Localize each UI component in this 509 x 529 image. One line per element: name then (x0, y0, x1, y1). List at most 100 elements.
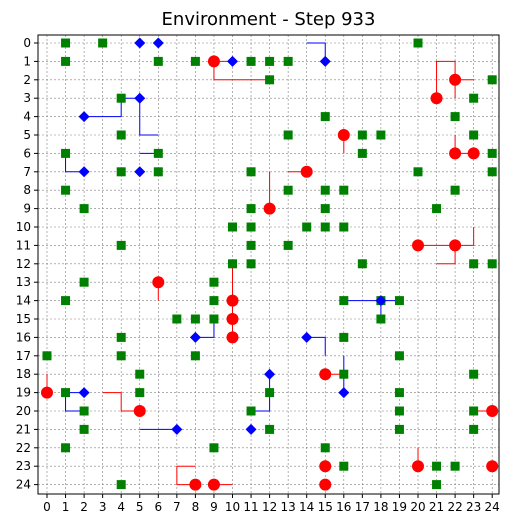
x-tick-label: 13 (281, 500, 296, 514)
y-tick-label: 13 (16, 275, 31, 289)
y-tick-label: 10 (16, 220, 31, 234)
agent-path (65, 153, 85, 173)
y-tick-label: 14 (16, 294, 31, 308)
x-tick-label: 22 (447, 500, 462, 514)
obstacle-square-marker (339, 222, 349, 232)
obstacle-square-marker (320, 204, 330, 214)
x-tick-label: 11 (243, 500, 258, 514)
obstacle-square-marker (116, 167, 126, 177)
y-tick-label: 7 (23, 165, 31, 179)
x-tick-label: 0 (43, 500, 51, 514)
agent-circle-marker (467, 147, 480, 160)
obstacle-square-marker (469, 406, 479, 416)
obstacle-square-marker (487, 167, 497, 177)
x-tick-label: 24 (485, 500, 500, 514)
markers (41, 37, 499, 491)
agent-path (65, 392, 85, 412)
y-tick-label: 22 (16, 441, 31, 455)
obstacle-square-marker (432, 480, 442, 490)
target-diamond-marker (152, 37, 164, 49)
y-tick-label: 3 (23, 91, 31, 105)
agent-circle-marker (412, 460, 424, 473)
y-tick-label: 24 (16, 478, 31, 492)
agent-circle-marker (300, 165, 313, 178)
obstacle-square-marker (469, 130, 479, 140)
obstacle-square-marker (116, 240, 126, 250)
target-diamond-marker (227, 55, 238, 67)
obstacle-square-marker (61, 388, 71, 398)
x-tick-label: 2 (80, 500, 88, 514)
obstacle-square-marker (413, 38, 423, 48)
obstacle-square-marker (339, 369, 349, 379)
x-tick-label: 21 (429, 500, 444, 514)
obstacle-square-marker (116, 93, 126, 103)
target-diamond-marker (338, 387, 350, 399)
y-tick-label: 19 (16, 386, 31, 400)
obstacle-square-marker (320, 185, 330, 195)
y-tick-label: 2 (23, 73, 31, 87)
y-tick-label: 1 (23, 54, 31, 68)
obstacle-square-marker (246, 204, 256, 214)
agent-circle-marker (41, 386, 53, 399)
obstacle-square-marker (376, 130, 386, 140)
x-tick-label: 7 (173, 500, 181, 514)
obstacle-square-marker (265, 56, 275, 66)
x-tick-label: 23 (466, 500, 481, 514)
agent-circle-marker (449, 73, 462, 86)
obstacle-square-marker (394, 424, 404, 434)
obstacle-square-marker (450, 461, 460, 471)
obstacle-square-marker (339, 296, 349, 306)
obstacle-square-marker (246, 56, 256, 66)
obstacle-square-marker (265, 388, 275, 398)
obstacle-square-marker (79, 424, 89, 434)
obstacle-square-marker (376, 314, 386, 324)
target-diamond-marker (134, 37, 146, 49)
y-tick-label: 11 (16, 238, 31, 252)
agent-circle-marker (486, 405, 499, 417)
obstacle-square-marker (432, 204, 442, 214)
obstacle-square-marker (228, 222, 237, 232)
obstacle-square-marker (283, 56, 293, 66)
obstacle-square-marker (339, 461, 349, 471)
obstacle-square-marker (116, 351, 126, 361)
agent-circle-marker (319, 478, 332, 491)
obstacle-square-marker (42, 351, 52, 361)
obstacle-square-marker (116, 480, 126, 490)
agent-circle-marker (152, 276, 165, 289)
obstacle-square-marker (339, 332, 349, 342)
obstacle-square-marker (469, 369, 479, 379)
x-tick-label: 20 (410, 500, 425, 514)
target-diamond-marker (264, 368, 276, 380)
x-tick-label: 8 (192, 500, 200, 514)
target-diamond-marker (78, 111, 90, 123)
obstacle-square-marker (209, 296, 219, 306)
x-tick-label: 16 (336, 500, 351, 514)
agent-circle-marker (486, 460, 499, 473)
obstacle-square-marker (394, 351, 404, 361)
target-diamond-marker (78, 166, 90, 178)
obstacle-square-marker (135, 388, 145, 398)
obstacle-square-marker (413, 167, 423, 177)
obstacle-square-marker (450, 112, 460, 122)
agent-circle-marker (449, 147, 462, 160)
obstacle-square-marker (209, 277, 219, 287)
agent-circle-marker (319, 368, 332, 381)
obstacle-square-marker (172, 314, 182, 324)
obstacle-square-marker (190, 351, 200, 361)
obstacle-square-marker (469, 424, 479, 434)
obstacle-square-marker (228, 259, 237, 269)
obstacle-square-marker (61, 148, 71, 158)
agent-circle-marker (207, 478, 220, 491)
x-tick-label: 10 (225, 500, 240, 514)
agent-path (251, 374, 271, 412)
obstacle-square-marker (394, 406, 404, 416)
obstacle-square-marker (135, 369, 145, 379)
obstacle-square-marker (153, 56, 163, 66)
target-diamond-marker (134, 92, 146, 104)
obstacle-square-marker (339, 185, 349, 195)
obstacle-square-marker (357, 148, 367, 158)
obstacle-square-marker (246, 222, 256, 232)
agent-path (213, 61, 270, 81)
x-axis-ticks: 0 1 2 3 4 5 6 7 8 9 10 11 12 13 14 15 16 17 18 19 20 21 22 23 24 (43, 494, 500, 514)
agent-path (436, 245, 456, 265)
